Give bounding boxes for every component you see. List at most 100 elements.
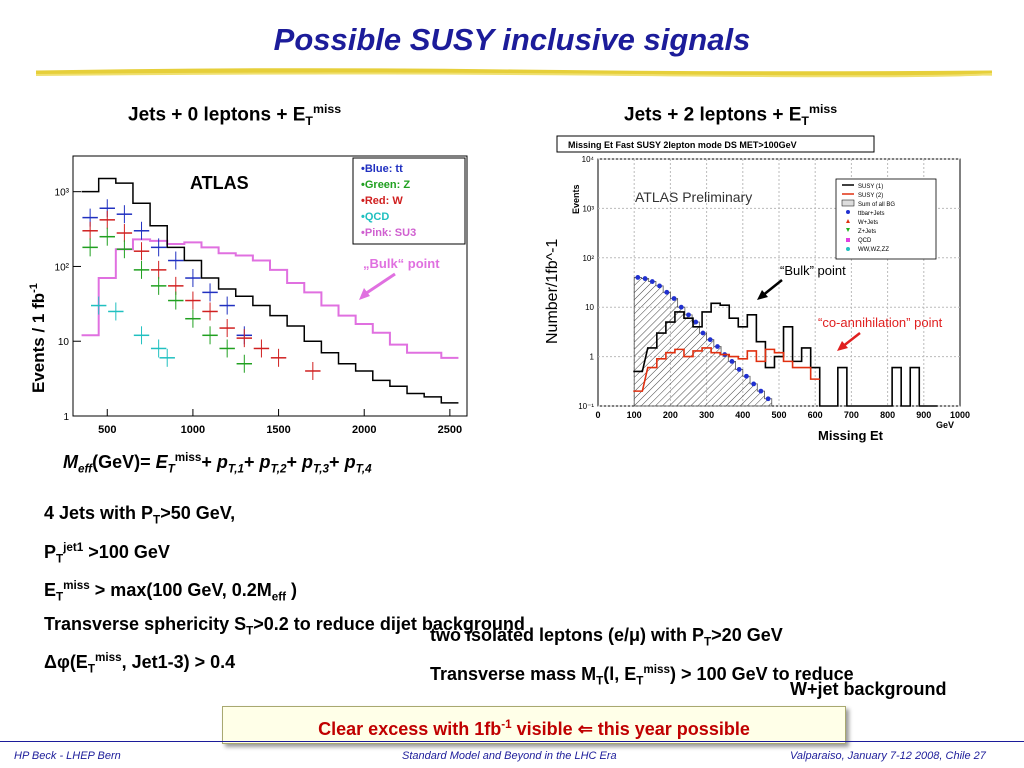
ttbar-point (744, 373, 749, 379)
ttbar-point (686, 312, 691, 318)
ttbar-point (729, 358, 735, 364)
ttbar-point (693, 319, 699, 325)
dilepton-line-2: Transverse mass MT(l, ETmiss) > 100 GeV … (430, 662, 854, 688)
x-tick-label: 800 (880, 410, 895, 420)
x-tick-label: 500 (98, 424, 116, 436)
ttbar-point (678, 304, 684, 310)
y-tick-label: 10⁴ (582, 155, 595, 164)
ttbar-point (635, 275, 641, 280)
ttbar-point (707, 337, 713, 343)
footer-rule (0, 741, 1024, 742)
left-chart-ylabel: Events / 1 fb-1 (28, 283, 48, 393)
dilepton-line-1: two isolated leptons (e/μ) with PT>20 Ge… (430, 625, 783, 649)
left-chart-series (81, 177, 459, 404)
left-subheading: Jets + 0 leptons + ETmiss (128, 102, 342, 129)
y-tick-label: 10² (55, 262, 70, 273)
ttbar-point (657, 283, 662, 289)
svg-text:ttbar+Jets: ttbar+Jets (858, 211, 885, 217)
svg-text:Sum of all BG: Sum of all BG (858, 202, 895, 208)
cut-line-4: Transverse sphericity ST>0.2 to reduce d… (44, 613, 525, 638)
x-tick-label: 700 (844, 410, 859, 420)
left-chart-bulk-label: „Bulk“ point (363, 256, 440, 271)
x-tick-label: 900 (916, 410, 931, 420)
svg-text:SUSY (2): SUSY (2) (858, 193, 883, 199)
right-chart-atlas-label: ATLAS Preliminary (635, 189, 752, 205)
right-chart-title: Missing Et Fast SUSY 2lepton mode DS MET… (568, 140, 797, 150)
cut-line-1: 4 Jets with PT>50 GeV, (44, 503, 236, 527)
right-chart-xunit: GeV (936, 420, 954, 430)
legend-green: •Green: Z (361, 179, 410, 191)
bulk-arrow (361, 272, 396, 298)
right-chart-tick-labels: 0 100 200 300 400 500 600 700 800 900 1000 10⁻¹ 1 10 1… (578, 155, 970, 420)
sum-bg-area (633, 277, 773, 407)
ttbar-point (642, 276, 648, 281)
x-tick-label: 1000 (950, 410, 970, 420)
y-tick-label: 10 (58, 337, 70, 348)
ttbar-point (664, 289, 670, 295)
susy-2-line (633, 347, 820, 392)
left-chart-meff: 500 1000 1500 2000 2500 1 10 10² 10³ Events / 1 … (28, 155, 468, 436)
x-tick-label: 1000 (181, 424, 205, 436)
right-chart-ylabel-small: Events (571, 184, 581, 214)
legend-red: •Red: W (361, 195, 403, 207)
susy-1-line (633, 302, 938, 407)
left-chart-frame (72, 155, 468, 417)
series-1-line (81, 177, 459, 404)
legend-blue: •Blue: tt (361, 163, 403, 175)
y-tick-label: 10⁻¹ (578, 402, 594, 411)
x-tick-label: 300 (699, 410, 714, 420)
y-tick-label: 10³ (55, 188, 70, 199)
x-tick-label: 100 (627, 410, 642, 420)
right-chart-coann-label: “co-annihilation” point (818, 315, 943, 330)
ttbar-point (765, 396, 771, 402)
x-tick-label: 2500 (438, 424, 462, 436)
left-chart-tick-labels: 500 1000 1500 2000 2500 1 10 10² 10³ (55, 188, 463, 436)
ttbar-point (715, 344, 720, 349)
slide-title: Possible SUSY inclusive signals (273, 22, 751, 57)
svg-text:QCD: QCD (858, 238, 872, 244)
title-underline (36, 68, 992, 78)
cut-line-3: ETmiss > max(100 GeV, 0.2Meff ) (44, 579, 298, 604)
cut-line-2: PTjet1 >100 GeV (44, 540, 170, 566)
left-chart-axes (72, 155, 468, 417)
svg-text:Z+Jets: Z+Jets (858, 229, 876, 235)
conclusion-callout: Clear excess with 1fb-1 visible ⇐ this y… (222, 706, 846, 744)
left-chart-atlas-label: ATLAS (190, 173, 249, 193)
svg-text:W+Jets: W+Jets (858, 220, 878, 226)
x-tick-label: 500 (771, 410, 786, 420)
footer-conference: Standard Model and Beyond in the LHC Era (402, 750, 617, 762)
cut-line-5: Δφ(ETmiss, Jet1-3) > 0.4 (44, 651, 236, 676)
x-tick-label: 400 (735, 410, 750, 420)
left-chart-legend: •Blue: tt •Green: Z •Red: W •QCD •Pink: … (352, 157, 466, 245)
x-tick-label: 200 (663, 410, 678, 420)
right-chart-series (633, 275, 938, 407)
y-tick-label: 10² (582, 254, 594, 263)
y-tick-label: 1 (590, 353, 595, 362)
series-0-line (81, 238, 459, 359)
right-chart-xlabel: Missing Et (818, 428, 884, 443)
legend-pink: •Pink: SU3 (361, 227, 416, 239)
x-tick-label: 1500 (266, 424, 290, 436)
ttbar-point (758, 388, 764, 394)
ttbar-point (751, 381, 757, 387)
footer-author: HP Beck - LHEP Bern (14, 750, 121, 762)
x-tick-label: 600 (808, 410, 823, 420)
meff-formula: Meff(GeV)= ETmiss+ pT,1+ pT,2+ pT,3+ pT,… (63, 451, 372, 476)
right-chart-bulk-label: “Bulk” point (780, 263, 846, 278)
y-tick-label: 1 (63, 412, 69, 423)
ttbar-point (736, 367, 742, 372)
right-subheading: Jets + 2 leptons + ETmiss (624, 102, 838, 129)
legend-qcd: •QCD (361, 211, 389, 223)
ttbar-point (649, 279, 655, 284)
x-tick-label: 2000 (352, 424, 376, 436)
svg-text:SUSY (1): SUSY (1) (858, 184, 883, 190)
y-tick-label: 10³ (582, 204, 594, 213)
ttbar-point (700, 330, 706, 336)
dilepton-cuts: two isolated leptons (e/μ) with PT>20 Ge… (430, 622, 854, 694)
right-chart-legend: SUSY (1) SUSY (2) Sum of all BG ttbar+Je… (835, 178, 937, 260)
x-tick-label: 0 (595, 410, 600, 420)
cuts-list: 4 Jets with PT>50 GeV, PTjet1 >100 GeV E… (44, 500, 525, 683)
right-chart-missing-et: Missing Et Fast SUSY 2lepton mode DS MET… (544, 135, 970, 443)
ttbar-point (671, 296, 677, 301)
right-chart-ylabel: Number/1fb^-1 (544, 239, 561, 344)
